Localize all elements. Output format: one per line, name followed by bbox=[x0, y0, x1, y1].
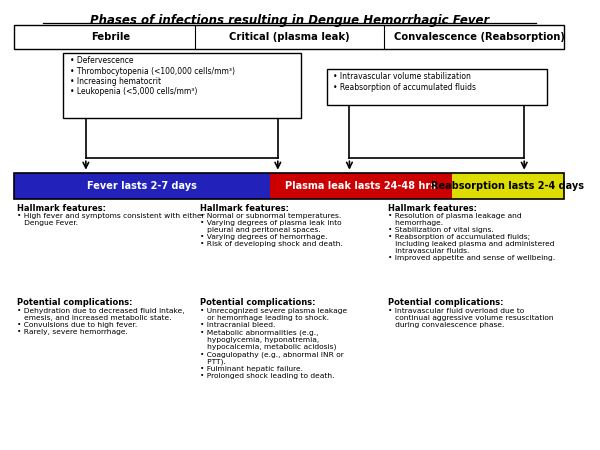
Text: • Defervescence
• Thrombocytopenia (<100,000 cells/mm³)
• Increasing hematocrit
: • Defervescence • Thrombocytopenia (<100… bbox=[70, 56, 235, 96]
Text: • Intravascular volume stabilization
• Reabsorption of accumulated fluids: • Intravascular volume stabilization • R… bbox=[334, 72, 476, 91]
Text: Plasma leak lasts 24-48 hrs: Plasma leak lasts 24-48 hrs bbox=[285, 181, 436, 191]
Text: Hallmark features:: Hallmark features: bbox=[388, 204, 477, 213]
Text: Potential complications:: Potential complications: bbox=[200, 298, 316, 307]
Bar bbox=[326, 68, 547, 105]
Text: • Resolution of plasma leakage and
   hemorrhage.
• Stabilization of vital signs: • Resolution of plasma leakage and hemor… bbox=[388, 213, 555, 261]
Text: Critical (plasma leak): Critical (plasma leak) bbox=[229, 32, 350, 42]
Text: Hallmark features:: Hallmark features: bbox=[17, 204, 106, 213]
Bar bbox=[14, 172, 565, 199]
Text: • Normal or subnormal temperatures.
• Varying degrees of plasma leak into
   ple: • Normal or subnormal temperatures. • Va… bbox=[200, 213, 343, 248]
Bar bbox=[270, 172, 452, 199]
Text: Febrile: Febrile bbox=[91, 32, 130, 42]
Text: • Unrecognized severe plasma leakage
   or hemorrhage leading to shock.
• Intrac: • Unrecognized severe plasma leakage or … bbox=[200, 308, 347, 379]
Text: Reabsorption lasts 2-4 days: Reabsorption lasts 2-4 days bbox=[431, 181, 584, 191]
Text: Fever lasts 2-7 days: Fever lasts 2-7 days bbox=[87, 181, 197, 191]
Bar bbox=[452, 172, 565, 199]
Bar bbox=[63, 53, 301, 118]
Bar bbox=[14, 25, 565, 50]
Text: Hallmark features:: Hallmark features: bbox=[200, 204, 289, 213]
Text: Potential complications:: Potential complications: bbox=[17, 298, 133, 307]
Text: • Intravascular fluid overload due to
   continual aggressive volume resuscitati: • Intravascular fluid overload due to co… bbox=[388, 308, 553, 328]
Text: Potential complications:: Potential complications: bbox=[388, 298, 503, 307]
Text: Phases of infections resulting in Dengue Hemorrhagic Fever: Phases of infections resulting in Dengue… bbox=[89, 14, 489, 27]
Text: • High fever and symptoms consistent with either
   Dengue Fever.: • High fever and symptoms consistent wit… bbox=[17, 213, 205, 226]
Text: • Dehydration due to decreased fluid intake,
   emesis, and increased metabolic : • Dehydration due to decreased fluid int… bbox=[17, 308, 185, 335]
Text: Convalescence (Reabsorption): Convalescence (Reabsorption) bbox=[394, 32, 565, 42]
Bar bbox=[14, 172, 270, 199]
